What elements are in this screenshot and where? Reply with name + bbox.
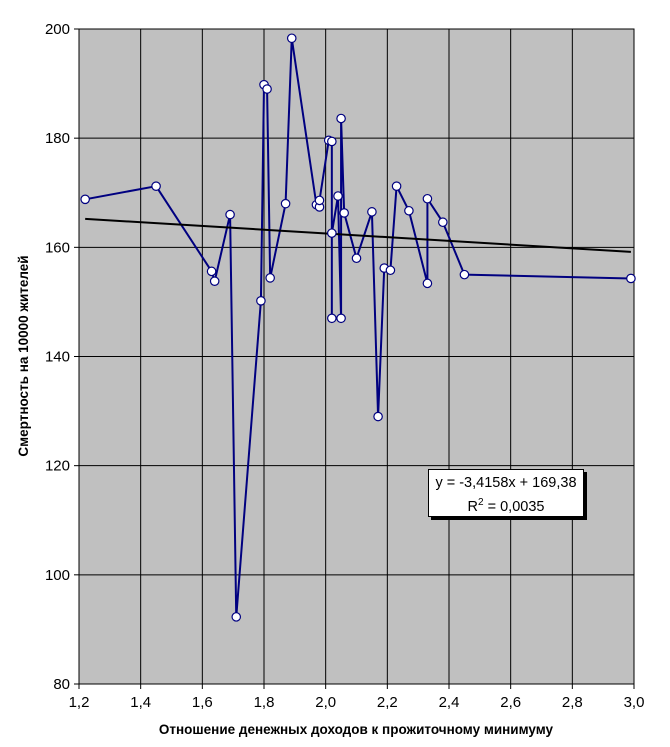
data-point — [231, 612, 242, 622]
data-point — [280, 198, 291, 209]
trendline — [85, 217, 631, 253]
data-point — [336, 313, 346, 324]
x-tick-label: 1,2 — [69, 694, 90, 711]
r-squared-exponent: 2 — [478, 497, 484, 508]
y-tick-label: 200 — [45, 21, 70, 38]
y-tick-label: 140 — [45, 349, 70, 366]
y-axis-title: Смертность на 10000 жителей — [16, 255, 31, 456]
data-point — [327, 136, 337, 147]
data-point — [373, 411, 383, 422]
y-tick-label: 160 — [45, 239, 70, 256]
data-point — [327, 228, 337, 238]
r-squared-symbol: R — [467, 498, 479, 515]
data-point — [262, 84, 272, 94]
data-point — [151, 181, 161, 191]
x-tick-label: 2,0 — [315, 694, 336, 711]
data-points — [80, 33, 636, 622]
data-point — [626, 273, 636, 284]
data-point — [391, 181, 402, 191]
x-tick-label: 1,4 — [130, 694, 151, 711]
data-point — [404, 205, 414, 216]
data-point — [80, 194, 90, 205]
data-point — [438, 217, 448, 228]
x-axis-title: Отношение денежных доходов к прожиточном… — [159, 722, 554, 737]
data-point — [385, 265, 396, 276]
y-tick-label: 180 — [45, 130, 70, 147]
x-tick-label: 2,6 — [500, 694, 521, 711]
y-tick-label: 80 — [53, 676, 70, 693]
data-point — [265, 273, 275, 283]
data-point — [339, 208, 349, 218]
r-squared-label: R2 = 0,0035 — [429, 493, 583, 517]
data-point — [336, 113, 346, 124]
x-tick-label: 2,2 — [377, 694, 398, 711]
trendline-equation-box: y = -3,4158x + 169,38 R2 = 0,0035 — [428, 469, 584, 517]
data-point — [367, 207, 377, 217]
data-point — [422, 193, 433, 204]
r-squared-value: = 0,0035 — [483, 498, 545, 515]
data-point — [327, 313, 337, 324]
x-tick-label: 2,8 — [562, 694, 583, 711]
data-point — [286, 33, 297, 44]
data-point — [314, 195, 325, 206]
data-point — [225, 209, 235, 220]
x-tick-label: 1,6 — [192, 694, 213, 711]
data-point — [333, 191, 343, 201]
data-point — [206, 266, 217, 277]
data-point — [256, 296, 266, 306]
x-tick-label: 1,8 — [254, 694, 275, 711]
data-point — [459, 269, 470, 280]
x-tick-label: 3,0 — [624, 694, 645, 711]
data-point — [209, 276, 220, 286]
y-tick-label: 120 — [45, 458, 70, 475]
y-tick-label: 100 — [45, 567, 70, 584]
x-tick-labels: 1,2 1,4 1,6 1,8 2,0 2,2 2,4 2,6 2,8 3,0 — [69, 684, 645, 711]
data-point — [422, 278, 433, 289]
x-tick-label: 2,4 — [439, 694, 460, 711]
data-point — [351, 253, 362, 264]
trendline-equation: y = -3,4158x + 169,38 — [435, 475, 577, 491]
y-tick-labels: 80 100 120 140 160 180 200 — [45, 21, 79, 693]
